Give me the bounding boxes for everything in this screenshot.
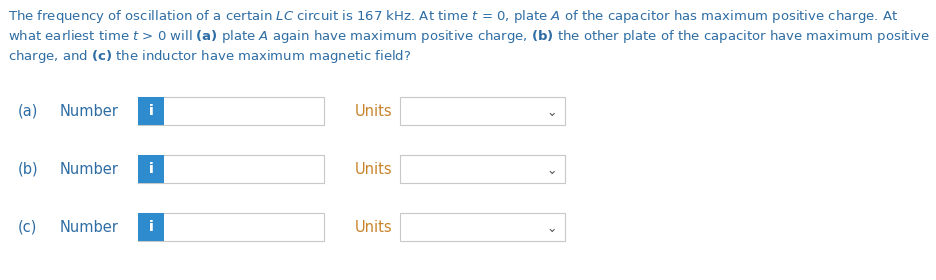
Text: Units: Units xyxy=(355,162,392,176)
Text: Number: Number xyxy=(60,220,119,235)
Text: Units: Units xyxy=(355,104,392,118)
Bar xyxy=(138,97,164,125)
Bar xyxy=(138,213,164,241)
Text: i: i xyxy=(149,104,154,118)
Text: i: i xyxy=(149,220,154,234)
Text: ⌄: ⌄ xyxy=(547,221,557,235)
Bar xyxy=(400,155,565,183)
Text: ⌄: ⌄ xyxy=(547,164,557,176)
Bar xyxy=(138,213,164,241)
Bar xyxy=(138,155,164,183)
Text: (c): (c) xyxy=(18,220,37,235)
Bar xyxy=(138,97,164,125)
Text: i: i xyxy=(149,104,154,118)
Text: Units: Units xyxy=(355,220,392,235)
Text: The frequency of oscillation of a certain $\it{LC}$ circuit is 167 kHz. At time : The frequency of oscillation of a certai… xyxy=(8,8,898,25)
Text: Number: Number xyxy=(60,162,119,176)
Text: i: i xyxy=(149,162,154,176)
Bar xyxy=(400,213,565,241)
Text: i: i xyxy=(149,162,154,176)
Text: (a): (a) xyxy=(18,104,38,118)
Text: charge, and $\bf{(c)}$ the inductor have maximum magnetic field?: charge, and $\bf{(c)}$ the inductor have… xyxy=(8,48,411,65)
Bar xyxy=(138,155,164,183)
Text: ⌄: ⌄ xyxy=(547,106,557,118)
Text: what earliest time $\it{t}$ > 0 will $\bf{(a)}$ plate $\it{A}$ again have maximu: what earliest time $\it{t}$ > 0 will $\b… xyxy=(8,28,930,45)
Text: Number: Number xyxy=(60,104,119,118)
Bar xyxy=(138,155,324,183)
Text: i: i xyxy=(149,220,154,234)
Text: (b): (b) xyxy=(18,162,38,176)
Bar xyxy=(400,97,565,125)
Bar xyxy=(138,97,324,125)
Bar xyxy=(138,213,324,241)
